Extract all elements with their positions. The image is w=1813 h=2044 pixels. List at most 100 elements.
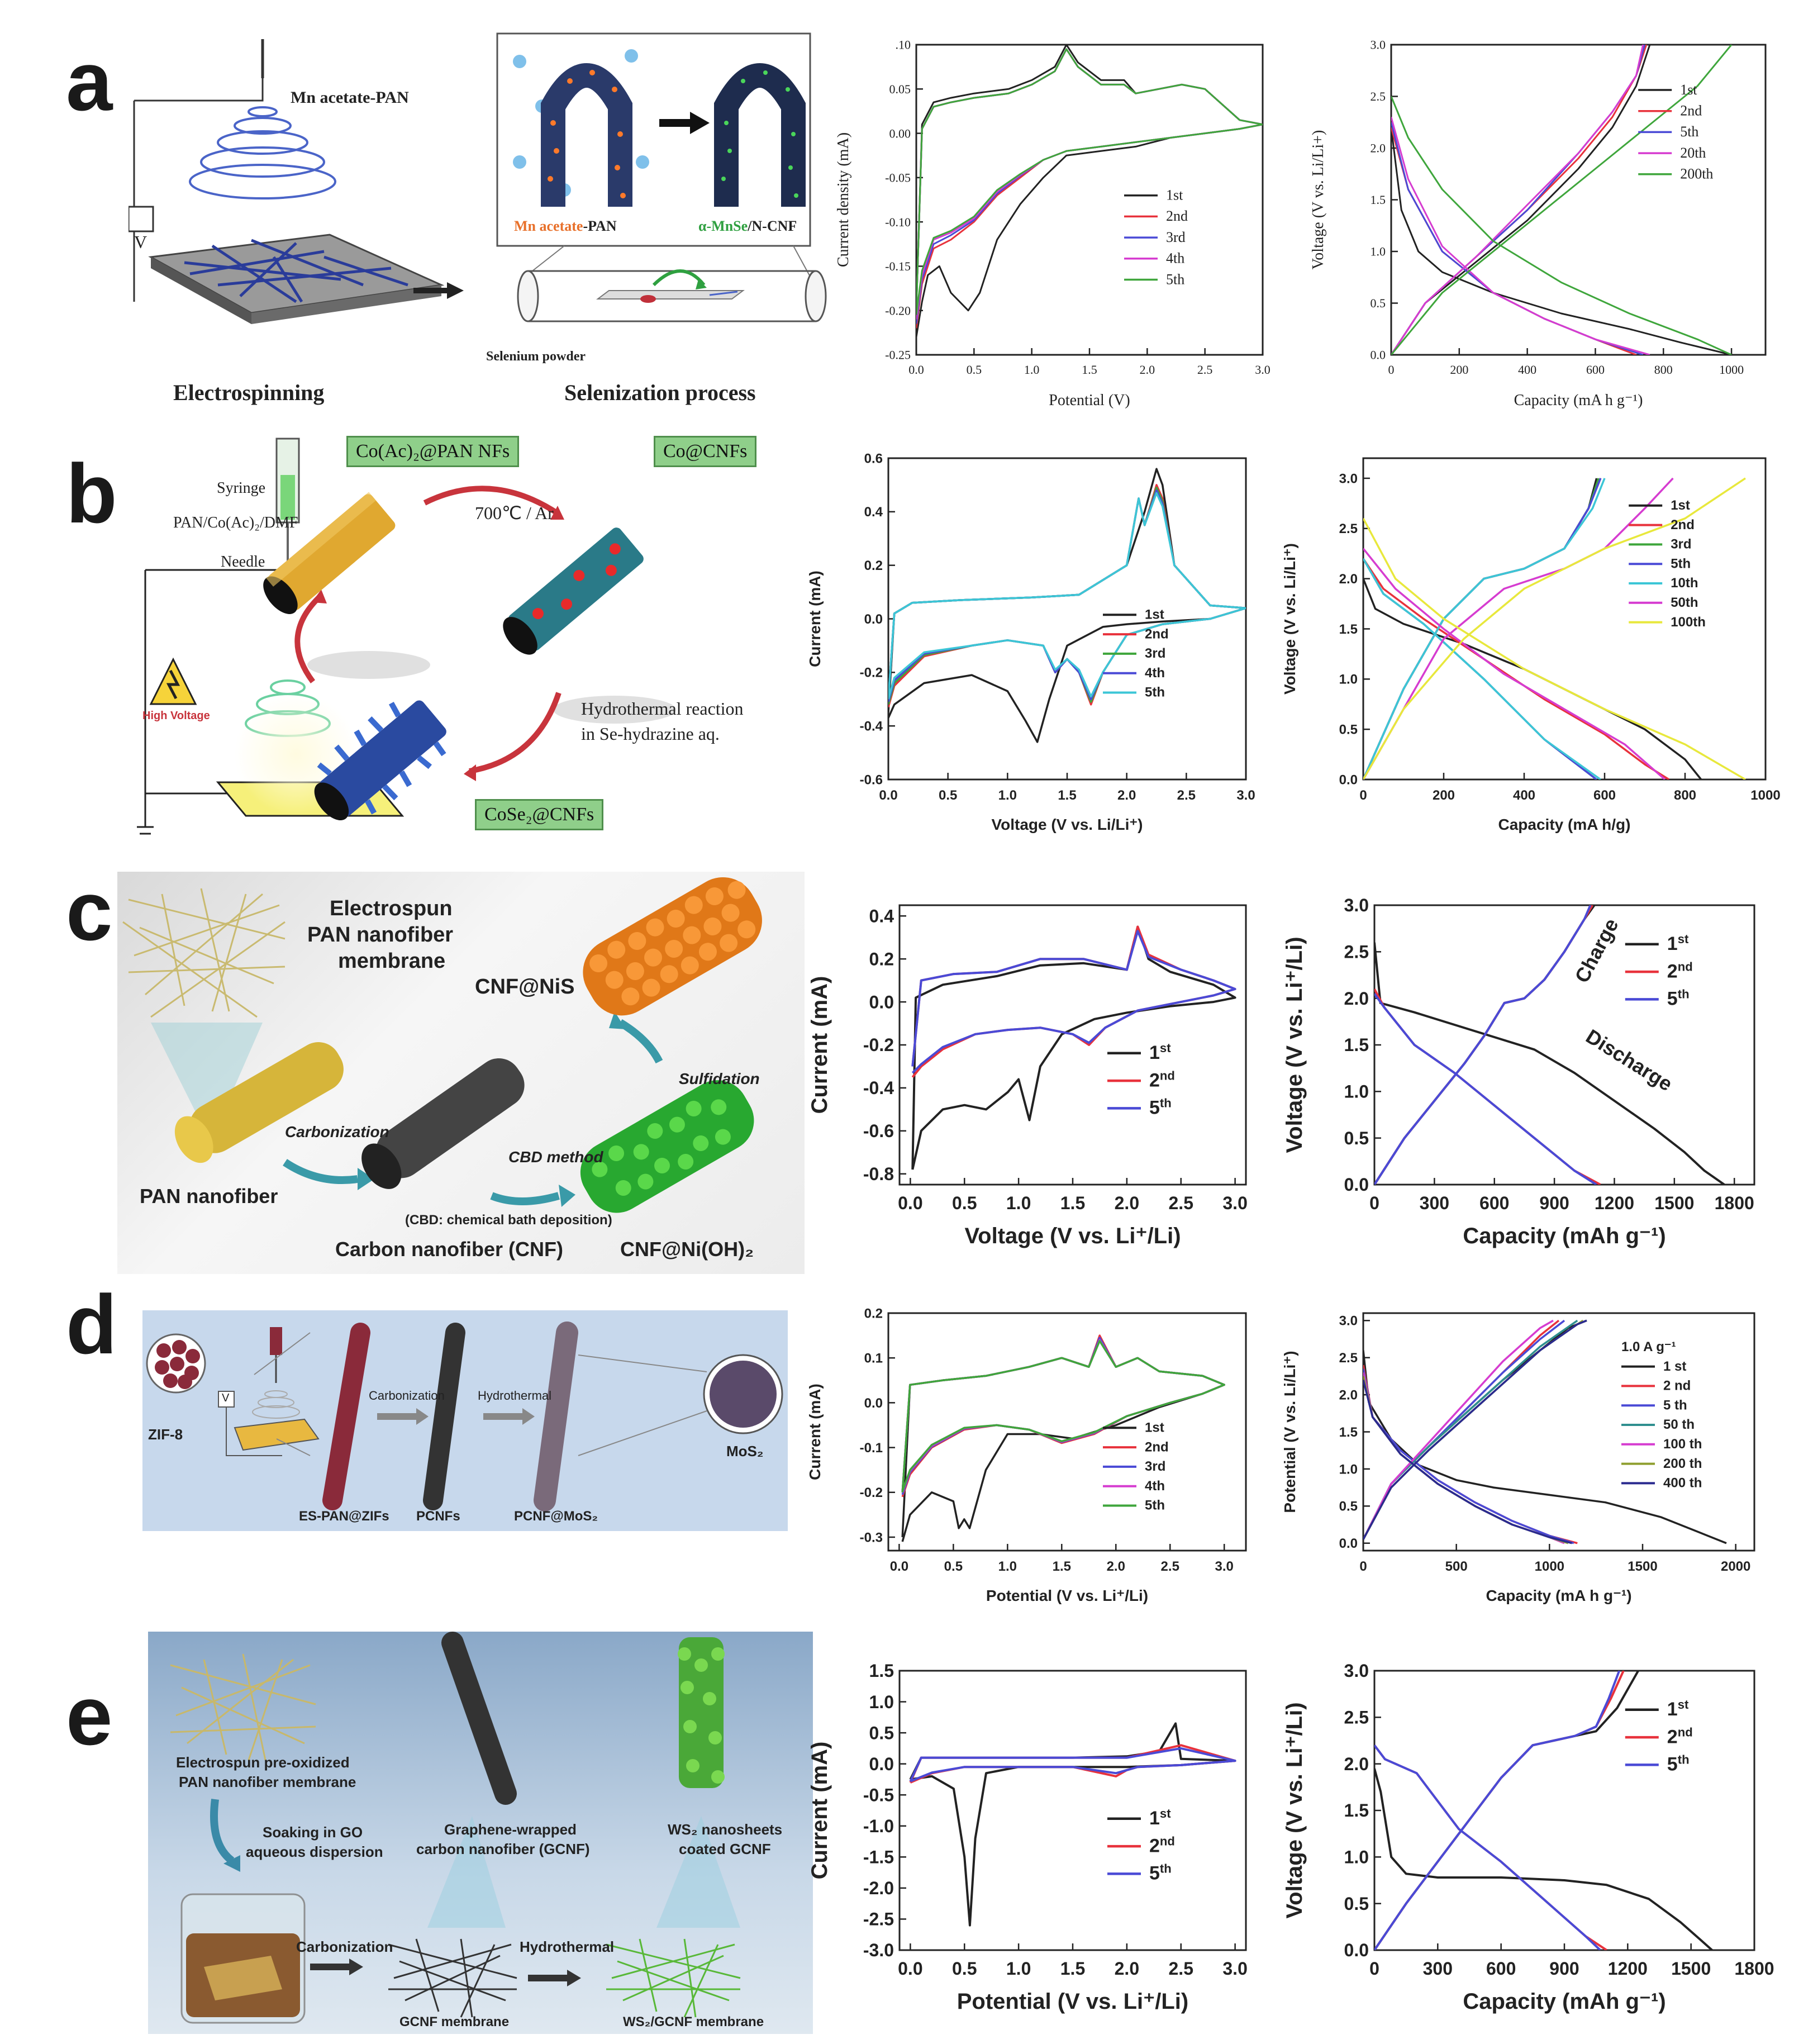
c-gcd-line-2nd-c (1374, 905, 1593, 1185)
a-cv-legend-label: 4th (1166, 250, 1184, 267)
d-gcd-line-5th-c (1363, 1319, 1565, 1540)
a-gcd-line-200th (1391, 96, 1732, 355)
label-selenization: Selenization process (564, 380, 756, 405)
a-cv-series-group (916, 45, 1263, 338)
a-gcd-xtick-label: 0 (1388, 363, 1395, 377)
label-cbd-method: CBD method (508, 1148, 603, 1166)
d-gcd-ytick-label: 1.5 (1339, 1425, 1358, 1440)
b-gcd-frame (1362, 457, 1767, 781)
b-cv-series-group (888, 468, 1246, 743)
d-gcd-ytick-label: 2.0 (1339, 1387, 1358, 1403)
e-gcd-xtick-label: 300 (1423, 1959, 1453, 1979)
label-pan-solution: PAN/Co(Ac)₂/DMF (173, 514, 298, 531)
label-sulfidation: Sulfidation (679, 1070, 760, 1087)
e-gcd-xtick-label: 900 (1549, 1959, 1579, 1979)
d-cv-ytick-label: -0.3 (860, 1530, 883, 1545)
electrospinning-diagram (129, 32, 827, 324)
d-cv-ytick-label: 0.1 (864, 1351, 883, 1366)
c-cv-legend-label: 2nd (1149, 1068, 1175, 1091)
a-cv-ytick-label: .10 (896, 38, 911, 52)
b-gcd-xtick-label: 0 (1359, 788, 1367, 803)
label-pcnf-mos2: PCNF@MoS₂ (514, 1509, 598, 1524)
a-cv-xtick-label: 2.5 (1197, 363, 1213, 377)
c-gcd-ytick-label: 0.5 (1344, 1128, 1369, 1148)
d-cv-series-group (901, 1334, 1225, 1542)
e-cv-ytick-label: -1.5 (863, 1847, 894, 1867)
d-gcd-legend-label: 2 nd (1663, 1378, 1691, 1394)
c-cv-xlabel: Voltage (V vs. Li⁺/Li) (964, 1224, 1181, 1248)
b-cv-line-5th (888, 492, 1246, 700)
d-gcd-xtick-label: 1500 (1628, 1559, 1657, 1574)
d-cv-line-5th (901, 1339, 1225, 1492)
e-gcd-ylabel: Voltage (V vs. Li⁺/Li) (1282, 1702, 1307, 1918)
a-gcd-legend-label: 200th (1680, 166, 1713, 182)
b-cv-xtick-label: 1.5 (1058, 788, 1076, 803)
b-cv-ytick-label: 0.0 (864, 612, 883, 627)
d-gcd-legend-label: 100 th (1663, 1437, 1702, 1452)
b-gcd-ytick-label: 2.5 (1339, 521, 1358, 536)
b-cv-ytick-label: 0.2 (864, 558, 883, 573)
a-cv-line-1st (916, 45, 1263, 338)
c-gcd-annotation-discharge: Discharge (1582, 1025, 1677, 1096)
e-gcd-svg: 0 300 600 900 1200 1500 1800 0.0 0.5 1.0 1.5 2.0 2.5… (1282, 1661, 1774, 2014)
nis-synthesis-diagram (122, 877, 762, 1213)
panel-letter-c: c (66, 864, 113, 958)
label-electrospun-preox: Electrospun pre-oxidized (176, 1754, 350, 1771)
b-gcd-series-group (1363, 477, 1746, 779)
d-cv-ytick-label: 0.2 (864, 1306, 883, 1321)
b-gcd-ytick-label: 3.0 (1339, 471, 1358, 486)
panel-c-schematic: Electrospun PAN nanofiber membrane CNF@N… (117, 872, 805, 1274)
a-cv-legend-label: 3rd (1166, 229, 1186, 245)
a-gcd-ytick-label: 2.5 (1371, 89, 1386, 103)
a-gcd-ytick-label: 1.5 (1371, 193, 1386, 207)
c-gcd-line-5th-c (1374, 905, 1592, 1185)
e-cv-ytick-label: -0.5 (863, 1785, 894, 1805)
b-cv-legend-label: 1st (1145, 607, 1164, 622)
a-gcd-xtick-label: 1000 (1719, 363, 1744, 377)
d-cv-xtick-label: 0.0 (890, 1559, 908, 1574)
label-hydrothermal-2: in Se-hydrazine aq. (581, 724, 720, 744)
e-gcd-legend-label: 5th (1667, 1752, 1690, 1775)
a-gcd-legend-label: 20th (1680, 145, 1706, 161)
c-gcd-xtick-label: 600 (1479, 1193, 1509, 1213)
label-carbonization-e: Carbonization (296, 1938, 393, 1955)
a-cv-frame (915, 44, 1264, 356)
a-gcd-xtick-label: 800 (1654, 363, 1673, 377)
e-gcd-ytick-label: 3.0 (1344, 1661, 1369, 1681)
c-gcd-series-group (1374, 905, 1725, 1185)
b-cv-ytick-label: -0.4 (860, 719, 883, 734)
d-cv-xtick-label: 1.0 (998, 1559, 1017, 1574)
mos2-synthesis-diagram (146, 1322, 783, 1511)
label-cnf-nioh2: CNF@Ni(OH)₂ (620, 1238, 754, 1261)
box-co-cnfs: Co@CNFs (654, 436, 757, 467)
a-cv-xtick-label: 0.5 (967, 363, 982, 377)
label-precursor-rest: -PAN (583, 218, 617, 234)
a-cv-ylabel: Current density (mA) (835, 132, 852, 267)
a-cv-line-4th (916, 48, 1263, 320)
a-gcd-ytick-label: 2.0 (1371, 141, 1386, 155)
e-cv-xtick-label: 0.5 (952, 1959, 977, 1979)
c-gcd-xtick-label: 300 (1420, 1193, 1449, 1213)
e-gcd-line-2nd-c (1374, 1671, 1625, 1950)
b-gcd-line-1st-c (1363, 478, 1598, 779)
a-gcd-ytick-label: 3.0 (1371, 38, 1386, 52)
b-cv-legend-label: 3rd (1145, 646, 1165, 661)
b-cv-ytick-label: 0.6 (864, 451, 883, 466)
b-cv-line-1st (888, 468, 1246, 743)
c-cv-ytick-label: 0.0 (869, 992, 894, 1012)
b-gcd-line-100th-c (1363, 477, 1746, 779)
d-gcd-line-1st (1363, 1350, 1727, 1544)
b-gcd-line-3rd-c (1363, 478, 1600, 779)
d-cv-legend-label: 3rd (1145, 1459, 1165, 1474)
d-cv-ytick-label: -0.2 (860, 1485, 883, 1500)
c-cv-ytick-label: 0.2 (869, 949, 894, 969)
chart-b-gcd: 0 200 400 600 800 1000 0.0 0.5 1.0 1.5 2.0 2.5 3.0 Ca… (1279, 441, 1782, 838)
e-cv-ytick-label: 0.5 (869, 1723, 894, 1743)
label-product-rest: /N-CNF (748, 218, 797, 234)
d-gcd-line-50th (1363, 1372, 1569, 1544)
d-gcd-line-100th-c (1363, 1319, 1554, 1540)
b-cv-legend-label: 5th (1145, 685, 1165, 700)
a-gcd-xtick-label: 200 (1450, 363, 1468, 377)
e-cv-legend-label: 2nd (1149, 1834, 1175, 1857)
e-gcd-ytick-label: 2.0 (1344, 1754, 1369, 1774)
